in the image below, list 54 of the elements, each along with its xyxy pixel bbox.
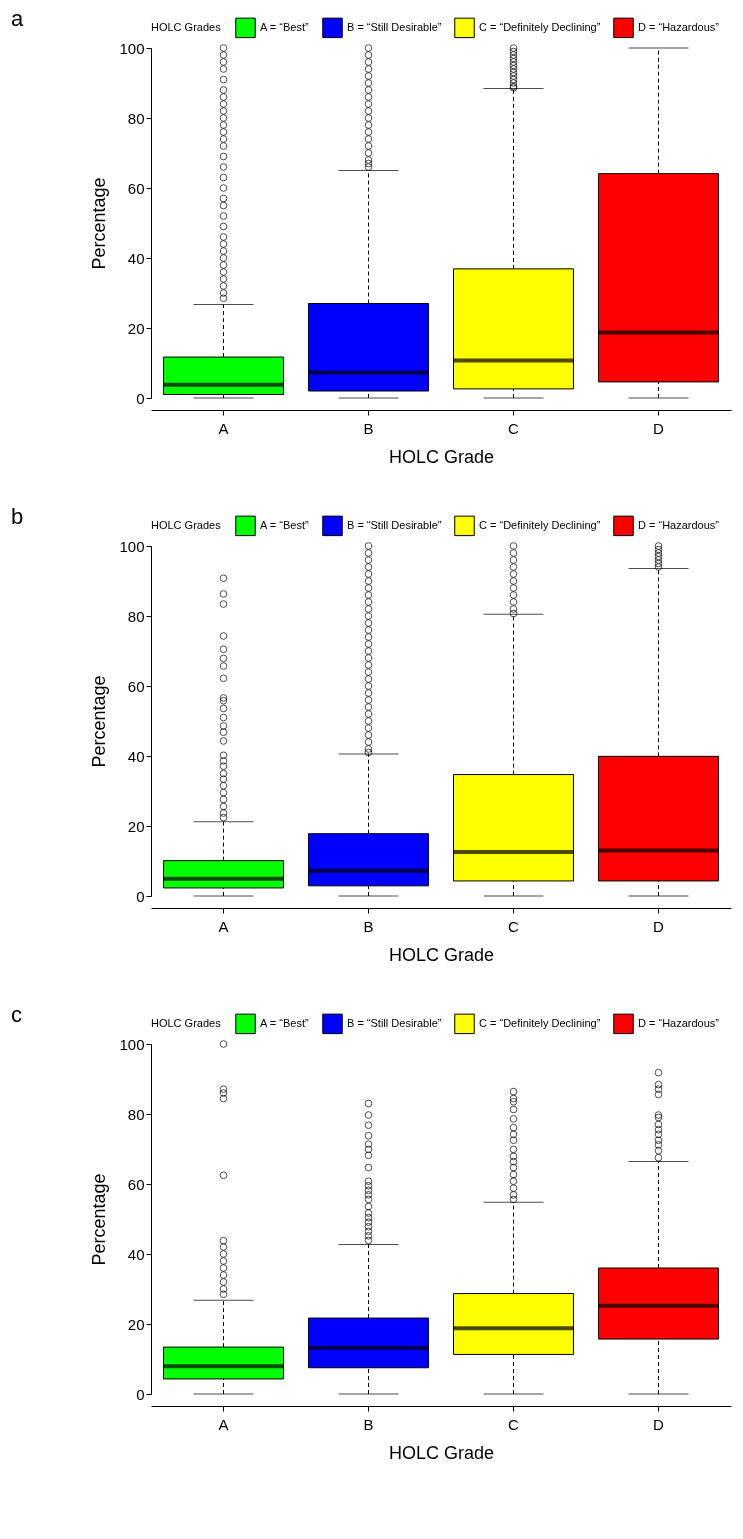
y-tick-label: 40: [127, 747, 145, 765]
x-tick-label: B: [363, 419, 374, 437]
y-axis-title: Percentage: [89, 1173, 110, 1266]
legend-label: C = “Definitely Declining”: [479, 20, 601, 33]
y-axis-title: Percentage: [89, 675, 110, 768]
y-tick-label: 20: [127, 817, 145, 835]
x-tick-label: C: [508, 419, 520, 437]
y-tick-label: 60: [127, 1175, 145, 1193]
legend-label: B = “Still Desirable”: [347, 20, 442, 33]
legend-title: HOLC Grades: [151, 519, 222, 531]
y-tick-label: 80: [127, 1105, 145, 1123]
y-tick-label: 0: [136, 389, 145, 407]
x-axis-title: HOLC Grade: [388, 446, 495, 467]
y-tick-label: 20: [127, 1315, 145, 1333]
y-tick-label: 60: [127, 179, 145, 197]
y-tick-label: 0: [136, 1385, 145, 1403]
y-tick-label: 20: [127, 319, 145, 337]
y-tick-label: 60: [127, 677, 145, 695]
y-tick-label: 80: [127, 607, 145, 625]
chart-title: c: [10, 1002, 22, 1027]
y-tick-label: 0: [136, 887, 145, 905]
y-axis-title: Percentage: [89, 177, 110, 270]
legend-title: HOLC Grades: [151, 1017, 222, 1029]
x-tick-label: A: [218, 917, 229, 935]
legend-label: D = “Hazardous”: [638, 1016, 720, 1029]
legend-label: B = “Still Desirable”: [347, 1016, 442, 1029]
legend-title: HOLC Grades: [151, 21, 222, 33]
x-tick-label: D: [653, 419, 665, 437]
x-tick-label: D: [653, 1415, 665, 1433]
legend-label: C = “Definitely Declining”: [479, 1016, 601, 1029]
x-tick-label: A: [218, 1415, 229, 1433]
y-tick-label: 100: [119, 39, 145, 57]
legend-label: D = “Hazardous”: [638, 518, 720, 531]
legend-label: A = “Best”: [260, 20, 309, 33]
y-tick-label: 40: [127, 249, 145, 267]
chart-title: b: [10, 504, 24, 529]
legend-label: B = “Still Desirable”: [347, 518, 442, 531]
chart-title: a: [10, 6, 24, 31]
x-tick-label: C: [508, 1415, 520, 1433]
x-tick-label: D: [653, 917, 665, 935]
legend-label: C = “Definitely Declining”: [479, 518, 601, 531]
y-tick-label: 100: [119, 1035, 145, 1053]
legend-label: A = “Best”: [260, 1016, 309, 1029]
x-tick-label: A: [218, 419, 229, 437]
y-tick-label: 80: [127, 109, 145, 127]
x-axis-title: HOLC Grade: [388, 1442, 495, 1463]
legend-label: A = “Best”: [260, 518, 309, 531]
x-tick-label: B: [363, 1415, 374, 1433]
x-tick-label: B: [363, 917, 374, 935]
y-tick-label: 40: [127, 1245, 145, 1263]
y-tick-label: 100: [119, 537, 145, 555]
x-axis-title: HOLC Grade: [388, 944, 495, 965]
x-tick-label: C: [508, 917, 520, 935]
legend-label: D = “Hazardous”: [638, 20, 720, 33]
